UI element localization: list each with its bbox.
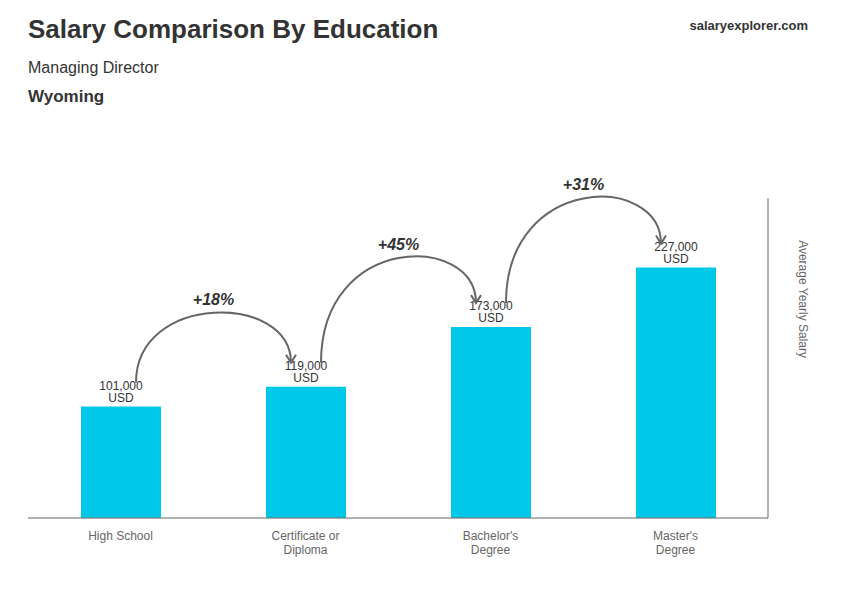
html-text:USD: USD xyxy=(663,251,689,266)
html-text:173,000: 173,000 xyxy=(469,299,513,314)
html-text:Managing Director: Managing Director xyxy=(28,59,159,76)
svg-text:+18%: +18% xyxy=(193,291,234,308)
svg-text:Bachelor'sDegree: Bachelor'sDegree xyxy=(463,529,519,557)
html-text:101,000: 101,000 xyxy=(99,378,143,393)
svg-text:+31%: +31% xyxy=(563,176,604,193)
html-text:227,000: 227,000 xyxy=(654,239,698,254)
html-text:Wyoming: Wyoming xyxy=(28,87,105,106)
html-text:USD: USD xyxy=(108,390,134,405)
html-text:USD: USD xyxy=(293,370,319,385)
html-text:USD: USD xyxy=(478,311,504,326)
svg-text:+45%: +45% xyxy=(378,236,419,253)
html-text:119,000: 119,000 xyxy=(284,358,328,373)
html-text:Salary Comparison By Education: Salary Comparison By Education xyxy=(28,14,439,44)
html-text:salaryexplorer.com: salaryexplorer.com xyxy=(689,18,808,33)
svg-text:Master'sDegree: Master'sDegree xyxy=(653,529,698,557)
svg-text:Certificate orDiploma: Certificate orDiploma xyxy=(271,529,339,557)
svg-text:Average Yearly Salary: Average Yearly Salary xyxy=(796,240,810,358)
svg-text:High School: High School xyxy=(88,529,153,543)
